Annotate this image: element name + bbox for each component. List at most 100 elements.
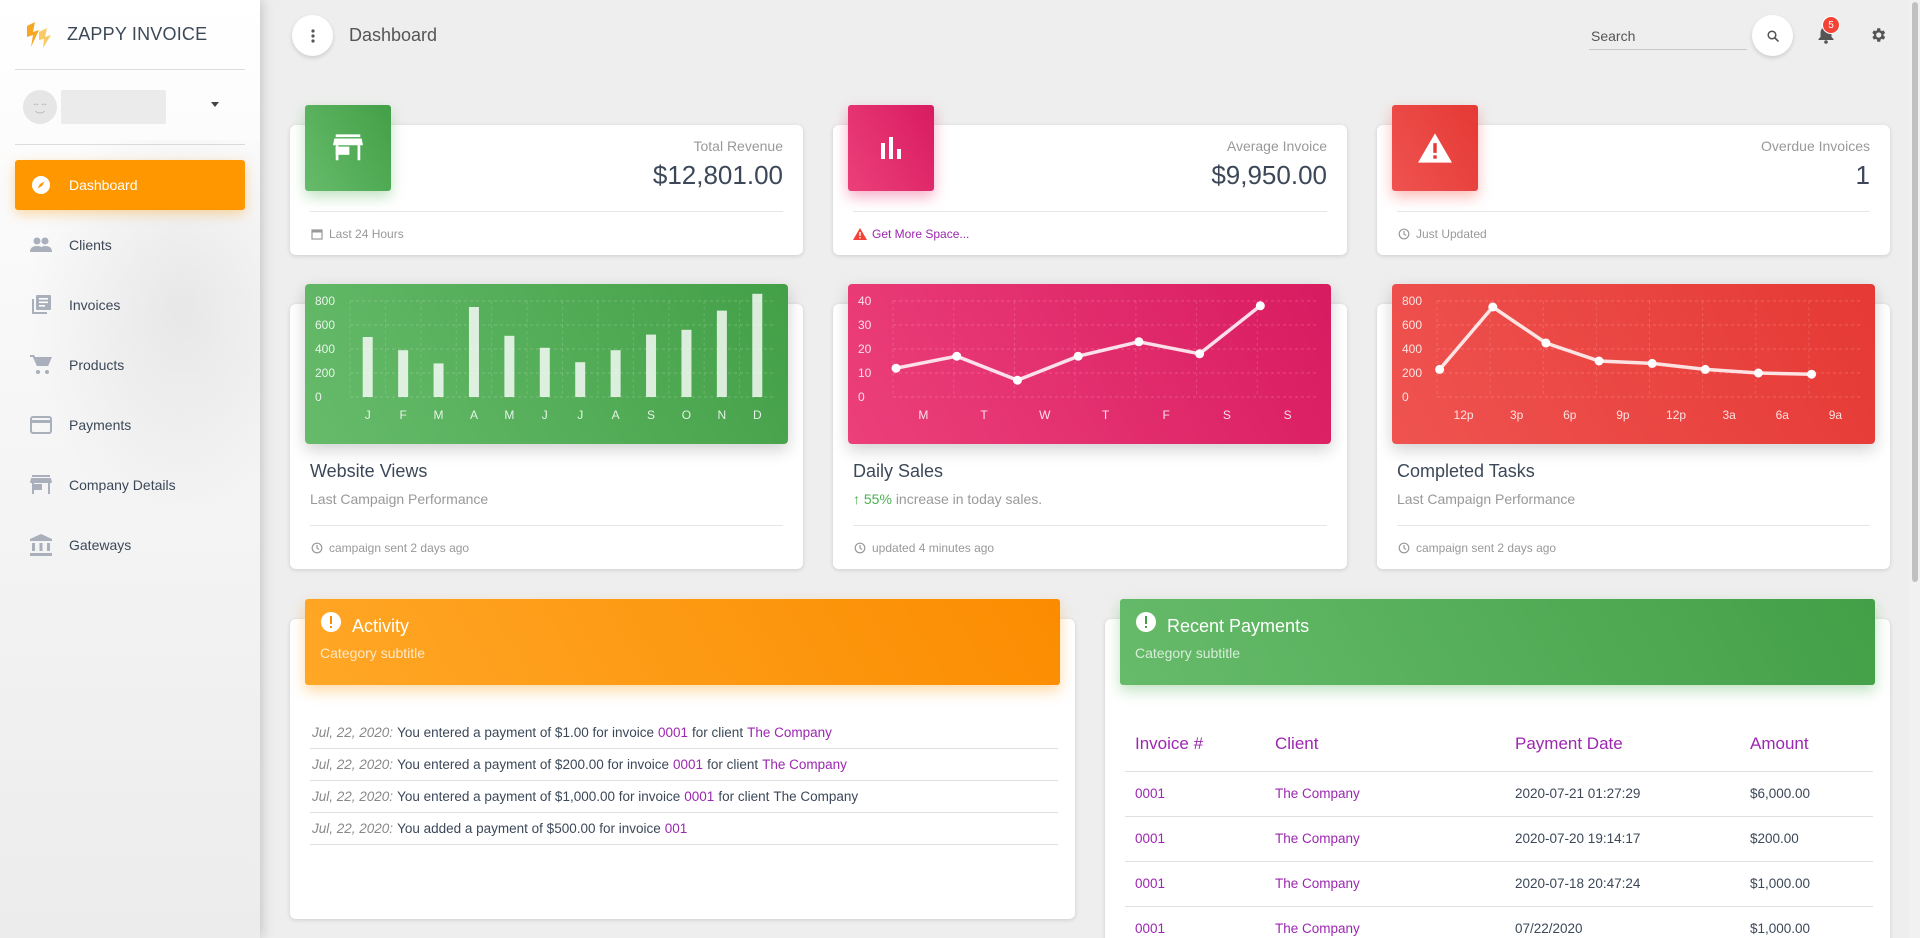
info-icon <box>321 611 341 632</box>
data-point <box>1647 358 1657 368</box>
face-icon <box>24 91 56 123</box>
activity-date: Jul, 22, 2020: <box>312 821 394 836</box>
client-link[interactable]: The Company <box>1265 861 1505 907</box>
user-menu[interactable] <box>15 70 245 145</box>
y-tick-label: 600 <box>1402 318 1422 332</box>
activity-list: Jul, 22, 2020: You entered a payment of … <box>310 717 1058 845</box>
sidebar-minimize-button[interactable] <box>292 15 333 56</box>
invoice-link[interactable]: 0001 <box>1125 816 1265 862</box>
invoice-link[interactable]: 0001 <box>673 757 704 772</box>
card-footer: Last 24 Hours <box>310 211 783 255</box>
x-tick-label: T <box>1102 408 1110 422</box>
gear-icon <box>1872 28 1886 42</box>
invoice-link[interactable]: 0001 <box>684 789 715 804</box>
stat-value: $12,801.00 <box>652 160 783 190</box>
sidebar-item-dashboard[interactable]: Dashboard <box>15 160 245 210</box>
x-tick-label: S <box>647 408 655 422</box>
activity-mid: for client <box>718 789 770 804</box>
x-tick-label: M <box>434 408 444 422</box>
client-link[interactable]: The Company <box>1265 771 1505 817</box>
y-tick-label: 200 <box>315 366 335 380</box>
scrollbar-thumb[interactable] <box>1912 2 1918 582</box>
card-footer: Just Updated <box>1397 211 1870 255</box>
series-line <box>895 304 1262 383</box>
y-tick-label: 10 <box>858 366 872 380</box>
data-point <box>1700 364 1710 374</box>
payment-date: 2020-07-20 19:14:17 <box>1505 816 1740 862</box>
sidebar-item-products[interactable]: Products <box>15 340 245 390</box>
page-title: Dashboard <box>349 25 438 45</box>
invoice-link[interactable]: 0001 <box>658 725 689 740</box>
chart-title: Website Views <box>310 461 428 481</box>
sidebar-item-clients[interactable]: Clients <box>15 220 245 270</box>
invoice-link[interactable]: 0001 <box>1125 906 1265 938</box>
clock-icon <box>310 541 324 555</box>
data-point <box>891 363 901 373</box>
client-link[interactable]: The Company <box>1265 906 1505 938</box>
library-books-icon <box>29 293 53 317</box>
sidebar-item-label: Payments <box>69 417 132 433</box>
column-header-client: Client <box>1265 717 1505 772</box>
y-tick-label: 30 <box>858 318 872 332</box>
info-icon <box>1136 611 1156 632</box>
search-button[interactable] <box>1752 15 1793 56</box>
list-item: Jul, 22, 2020: You added a payment of $5… <box>310 813 1058 845</box>
activity-date: Jul, 22, 2020: <box>312 725 394 740</box>
sidebar-item-company-details[interactable]: Company Details <box>15 460 245 510</box>
activity-mid: for client <box>692 725 744 740</box>
stat-category: Average Invoice <box>1226 138 1327 154</box>
data-point <box>952 351 962 361</box>
invoice-link[interactable]: 0001 <box>1125 861 1265 907</box>
update-icon <box>1397 227 1411 241</box>
sidebar-item-label: Products <box>69 357 125 373</box>
caret-down-icon[interactable] <box>211 102 219 107</box>
x-tick-label: W <box>1039 408 1051 422</box>
data-point <box>1594 356 1604 366</box>
store-icon <box>29 473 53 497</box>
invoice-link[interactable]: 0001 <box>1125 771 1265 817</box>
stat-card-overdue-invoices: Overdue Invoices 1 Just Updated <box>1377 105 1890 255</box>
client-link[interactable]: The Company <box>747 725 832 740</box>
sidebar-item-payments[interactable]: Payments <box>15 400 245 450</box>
client-link[interactable]: The Company <box>762 757 847 772</box>
card-title: Recent Payments <box>1167 616 1310 636</box>
x-tick-label: J <box>577 408 583 422</box>
sidebar-item-gateways[interactable]: Gateways <box>15 520 245 570</box>
x-tick-label: 3a <box>1723 408 1737 422</box>
settings-button[interactable] <box>1865 22 1891 48</box>
bar <box>398 350 409 397</box>
x-tick-label: D <box>753 408 762 422</box>
invoice-link[interactable]: 001 <box>664 821 688 836</box>
table-header-row: Invoice # Client Payment Date Amount <box>1125 717 1873 772</box>
payment-date: 2020-07-18 20:47:24 <box>1505 861 1740 907</box>
footer-text: Just Updated <box>1416 226 1487 241</box>
table-row: 0001 The Company 07/22/2020 $1,000.00 <box>1125 906 1873 938</box>
data-point <box>1073 351 1083 361</box>
payment-date: 2020-07-21 01:27:29 <box>1505 771 1740 817</box>
logo[interactable]: ZAPPY INVOICE <box>15 0 245 70</box>
arrow-up-icon: ↑ <box>853 491 860 507</box>
bar-chart-icon <box>848 105 934 191</box>
activity-date: Jul, 22, 2020: <box>312 757 394 772</box>
chart-title: Daily Sales <box>853 461 944 481</box>
chart-title: Completed Tasks <box>1397 461 1535 481</box>
clock-icon <box>1397 541 1411 555</box>
search-input[interactable]: Search <box>1589 18 1747 50</box>
website-views-chart: 0 200 400 600 800 J F M A M J J A S O N D <box>305 284 788 444</box>
stat-card-average-invoice: Average Invoice $9,950.00 Get More Space… <box>833 105 1347 255</box>
line-chart: 0 200 400 600 800 12p 3p 6p 9p 12p 3a 6a 9a <box>1402 294 1862 422</box>
activity-text: You entered a payment of $1.00 for invoi… <box>397 725 654 740</box>
sidebar-item-invoices[interactable]: Invoices <box>15 280 245 330</box>
client-link[interactable]: The Company <box>1265 816 1505 862</box>
table-row: 0001 The Company 2020-07-18 20:47:24 $1,… <box>1125 861 1873 907</box>
line-chart: 0 10 20 30 40 M T W T F S S <box>858 294 1318 422</box>
list-item: Jul, 22, 2020: You entered a payment of … <box>310 749 1058 781</box>
get-more-space-link[interactable]: Get More Space... <box>872 226 970 241</box>
activity-text: You entered a payment of $200.00 for inv… <box>397 757 670 772</box>
data-point <box>1195 349 1205 359</box>
sidebar-item-label: Company Details <box>69 477 176 493</box>
footer-text: updated 4 minutes ago <box>872 540 995 555</box>
lightning-logo-icon <box>27 21 51 48</box>
recent-payments-card: Recent Payments Category subtitle Invoic… <box>1105 599 1890 938</box>
page-scrollbar[interactable] <box>1910 0 1920 938</box>
